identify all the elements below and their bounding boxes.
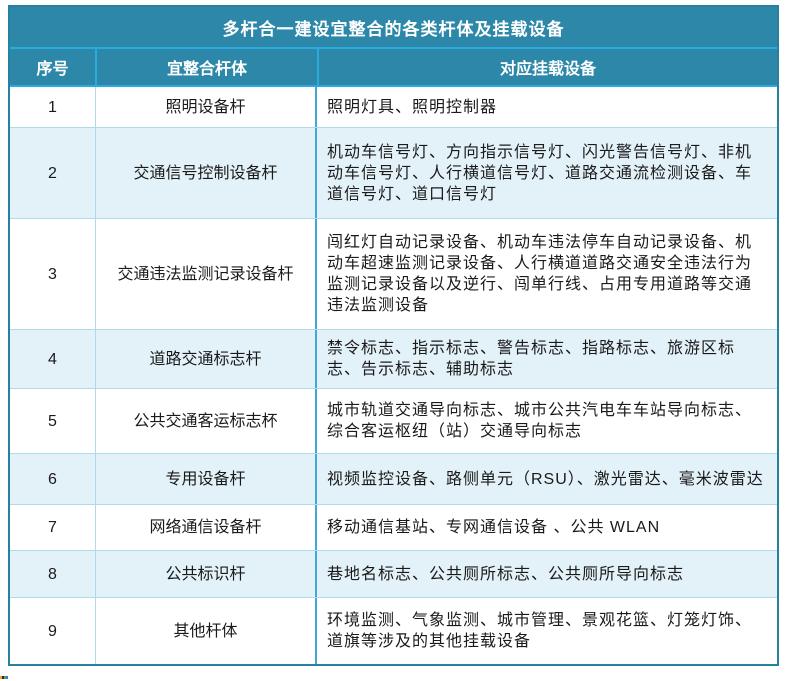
table-row: 2 交通信号控制设备杆 机动车信号灯、方向指示信号灯、闪光警告信号灯、非机动车信… xyxy=(10,127,777,218)
table-header-row: 序号 宜整合杆体 对应挂载设备 xyxy=(10,49,777,87)
pole-type-cell: 其他杆体 xyxy=(95,598,317,664)
pole-integration-table: 多杆合一建设宜整合的各类杆体及挂载设备 序号 宜整合杆体 对应挂载设备 1 照明… xyxy=(8,5,779,666)
devices-cell: 视频监控设备、路侧单元（RSU）、激光雷达、毫米波雷达 xyxy=(327,470,764,488)
table-row: 1 照明设备杆 照明灯具、照明控制器 xyxy=(10,87,777,127)
pole-type-cell: 公共交通客运标志杯 xyxy=(95,389,317,453)
row-number-cell: 2 xyxy=(48,164,57,182)
row-number-cell: 4 xyxy=(48,350,57,368)
row-number-cell: 5 xyxy=(48,412,57,430)
pole-type-cell: 公共标识杆 xyxy=(95,551,317,597)
row-number-cell: 3 xyxy=(48,265,57,283)
row-number-cell: 1 xyxy=(48,98,57,116)
table-row: 3 交通违法监测记录设备杆 闯红灯自动记录设备、机动车违法停车自动记录设备、机动… xyxy=(10,218,777,329)
pole-type-cell: 专用设备杆 xyxy=(95,454,317,504)
header-pole-type: 宜整合杆体 xyxy=(95,49,317,85)
pole-type-cell: 网络通信设备杆 xyxy=(95,505,317,550)
table-row: 9 其他杆体 环境监测、气象监测、城市管理、景观花篮、灯笼灯饰、道旗等涉及的其他… xyxy=(10,597,777,664)
table-title: 多杆合一建设宜整合的各类杆体及挂载设备 xyxy=(10,7,777,49)
green-dot xyxy=(4,676,6,679)
row-number-cell: 6 xyxy=(48,470,57,488)
devices-cell: 机动车信号灯、方向指示信号灯、闪光警告信号灯、非机动车信号灯、人行横道信号灯、道… xyxy=(327,143,753,203)
color-dots-artifact xyxy=(0,676,8,679)
table-row: 5 公共交通客运标志杯 城市轨道交通导向标志、城市公共汽电车车站导向标志、综合客… xyxy=(10,388,777,453)
devices-cell: 城市轨道交通导向标志、城市公共汽电车车站导向标志、综合客运枢纽（站）交通导向标志 xyxy=(327,402,753,440)
orange-dot xyxy=(0,676,2,679)
dark-dot xyxy=(2,676,4,679)
devices-cell: 移动通信基站、专网通信设备 、公共 WLAN xyxy=(327,519,661,536)
blue-dot xyxy=(6,676,8,679)
header-serial-number: 序号 xyxy=(36,61,69,78)
table-row: 7 网络通信设备杆 移动通信基站、专网通信设备 、公共 WLAN xyxy=(10,504,777,550)
pole-type-cell: 道路交通标志杆 xyxy=(95,330,317,388)
pole-type-cell: 照明设备杆 xyxy=(95,87,317,127)
table-row: 4 道路交通标志杆 禁令标志、指示标志、警告标志、指路标志、旅游区标志、告示标志… xyxy=(10,329,777,388)
row-number-cell: 8 xyxy=(48,565,57,583)
devices-cell: 巷地名标志、公共厕所标志、公共厕所导向标志 xyxy=(327,565,685,583)
row-number-cell: 9 xyxy=(48,622,57,640)
pole-type-cell: 交通信号控制设备杆 xyxy=(95,128,317,218)
pole-type-cell: 交通违法监测记录设备杆 xyxy=(95,219,317,329)
devices-cell: 禁令标志、指示标志、警告标志、指路标志、旅游区标志、告示标志、辅助标志 xyxy=(327,340,736,378)
table-row: 8 公共标识杆 巷地名标志、公共厕所标志、公共厕所导向标志 xyxy=(10,550,777,597)
header-mounted-devices: 对应挂载设备 xyxy=(317,49,777,85)
devices-cell: 照明灯具、照明控制器 xyxy=(327,98,498,116)
table-row: 6 专用设备杆 视频监控设备、路侧单元（RSU）、激光雷达、毫米波雷达 xyxy=(10,453,777,504)
row-number-cell: 7 xyxy=(48,519,57,536)
devices-cell: 闯红灯自动记录设备、机动车违法停车自动记录设备、机动车超速监测记录设备、人行横道… xyxy=(327,234,753,314)
devices-cell: 环境监测、气象监测、城市管理、景观花篮、灯笼灯饰、道旗等涉及的其他挂载设备 xyxy=(327,612,753,650)
